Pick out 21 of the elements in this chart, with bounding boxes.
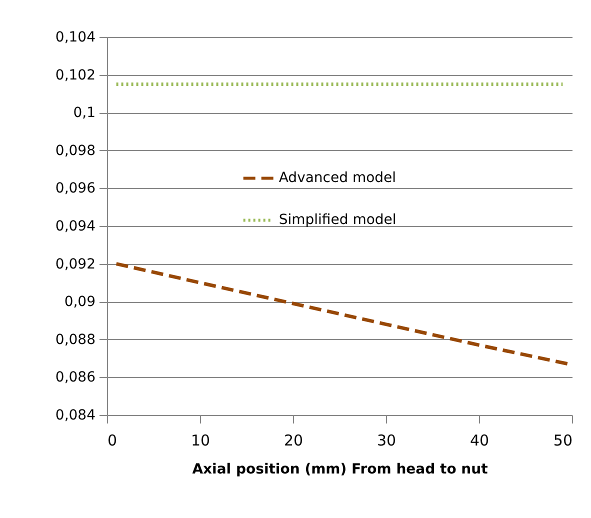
y-tick-label: 0,09: [64, 294, 96, 310]
x-axis-title: Axial position (mm) From head to nut: [192, 462, 488, 478]
y-tick-label: 0,084: [55, 408, 96, 424]
y-tick-label: 0,088: [55, 332, 96, 348]
legend-label: Advanced model: [278, 170, 396, 186]
y-tick-label: 0,086: [55, 370, 96, 386]
x-tick-label: 50: [553, 432, 572, 450]
y-tick-label: 0,098: [55, 142, 96, 159]
legend-label: Simplified model: [278, 212, 396, 228]
x-tick-label: 20: [284, 432, 304, 450]
x-tick-label: 10: [190, 432, 210, 450]
x-tick-label: 40: [470, 432, 490, 450]
line-series: [114, 262, 570, 366]
y-tick-label: 0,102: [55, 67, 96, 84]
x-tick-label: 0: [108, 432, 118, 450]
y-tick-label: 0,094: [55, 218, 96, 234]
y-tick-label: 0,104: [55, 30, 96, 46]
y-tick-label: 0,1: [73, 105, 96, 122]
y-tick-label: 0,092: [55, 256, 96, 272]
y-tick-label: 0,096: [55, 180, 96, 197]
x-tick-label: 30: [376, 432, 396, 450]
